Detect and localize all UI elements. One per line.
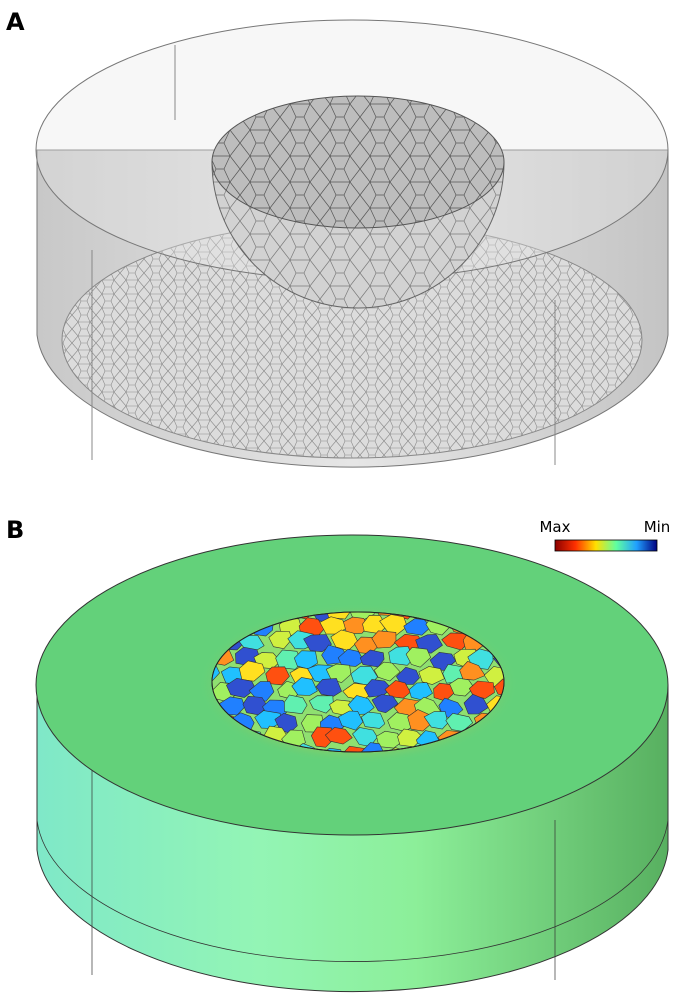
figure: A B Max Min [0,0,675,1003]
colorbar-max: Max [539,518,570,536]
mesh-model [36,20,668,467]
panel-label: B [6,516,24,544]
stress-model [36,535,668,992]
colorbar: Max Min [539,518,670,551]
panel-label: A [6,8,25,36]
colorbar-min: Min [644,518,671,536]
